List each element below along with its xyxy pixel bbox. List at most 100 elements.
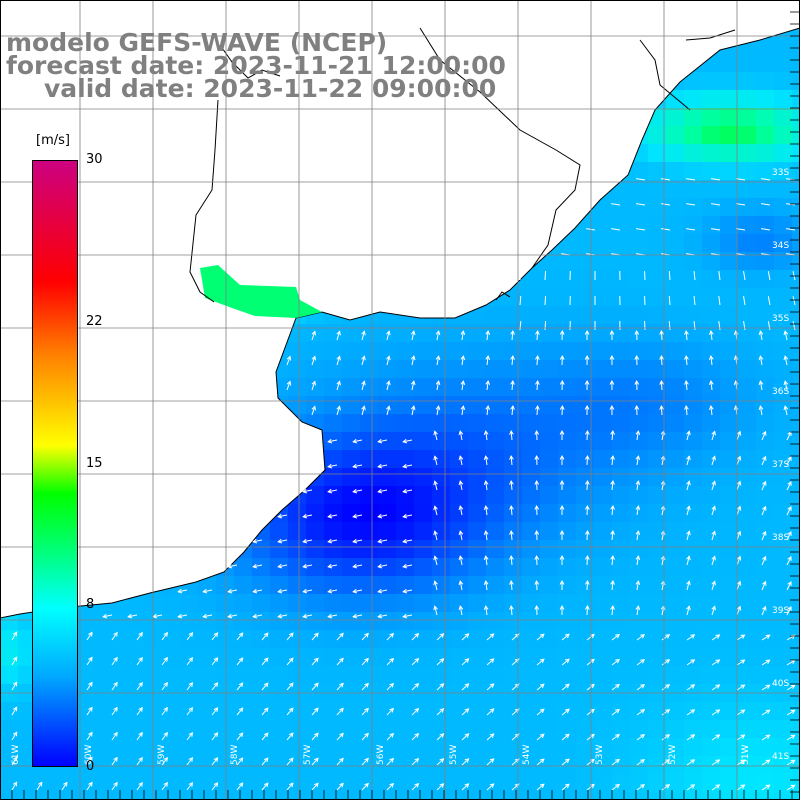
wind-arrow (361, 657, 369, 666)
wind-arrow (686, 659, 696, 666)
wind-arrow (386, 330, 391, 341)
wind-arrow (436, 758, 445, 766)
wind-arrow (186, 707, 194, 716)
wind-arrow (686, 684, 696, 691)
wind-arrow (711, 659, 721, 666)
wind-arrow (767, 271, 771, 281)
wind-arrow (227, 588, 238, 594)
longitude-label: 60W (84, 745, 94, 765)
wind-arrow (711, 555, 716, 566)
wind-arrow (458, 580, 464, 591)
wind-arrow (509, 530, 514, 541)
longitude-label: 57W (303, 745, 313, 765)
wind-arrow (336, 355, 341, 366)
wind-arrow (761, 203, 771, 206)
wind-arrow (686, 203, 696, 206)
wind-arrow (186, 732, 194, 741)
wind-arrow (435, 355, 441, 366)
wind-arrow (111, 781, 118, 791)
wind-arrow (668, 320, 671, 331)
wind-arrow (186, 757, 194, 766)
wind-arrow (261, 707, 269, 716)
wind-arrow (659, 379, 664, 391)
wind-arrow (661, 634, 671, 641)
wind-arrow (261, 632, 269, 641)
wind-arrow (377, 463, 388, 469)
wind-arrow (536, 633, 545, 641)
wind-arrow (534, 454, 540, 466)
wind-arrow (610, 605, 615, 616)
wind-arrow (636, 684, 646, 691)
wind-arrow (386, 657, 395, 666)
wind-arrow (559, 354, 565, 366)
wind-arrow (252, 613, 263, 619)
wind-arrow (433, 530, 438, 541)
wind-arrow (736, 734, 746, 741)
wind-arrow (177, 613, 188, 619)
wind-arrow (361, 757, 369, 766)
wind-arrow (544, 295, 547, 306)
wind-arrow (433, 555, 438, 566)
wind-arrow (761, 684, 771, 691)
wind-arrow (586, 228, 596, 231)
wind-arrow (758, 355, 764, 366)
wind-arrow (286, 782, 294, 791)
wind-arrow (509, 605, 514, 616)
wind-arrow (761, 634, 771, 641)
latitude-label: 40S (772, 679, 789, 689)
wind-arrow (11, 731, 18, 741)
wind-arrow (461, 633, 470, 641)
wind-arrow (433, 505, 438, 516)
wind-arrow (486, 783, 495, 791)
wind-arrow (610, 580, 615, 591)
wind-arrow (686, 709, 696, 716)
wind-arrow (559, 579, 565, 591)
wind-arrow (336, 757, 344, 766)
wind-arrow (461, 783, 470, 791)
wind-arrow (411, 657, 420, 666)
wind-arrow (711, 684, 721, 691)
wind-arrow (686, 178, 696, 181)
wind-arrow (186, 657, 194, 666)
wind-arrow (661, 228, 671, 231)
wind-arrow (736, 530, 742, 541)
wind-arrow (377, 588, 388, 594)
wind-arrow (718, 321, 721, 331)
wind-arrow (536, 783, 545, 791)
wind-arrow (611, 228, 621, 231)
wind-arrow (327, 488, 338, 494)
wind-arrow (361, 707, 369, 716)
wind-arrow (586, 733, 595, 741)
wind-arrow (286, 380, 292, 391)
wind-arrow (111, 731, 118, 741)
wind-arrow (711, 634, 721, 641)
wind-arrow (111, 681, 118, 691)
wind-arrow (635, 530, 641, 541)
wind-arrow (236, 757, 244, 766)
wind-arrow (636, 734, 646, 741)
wind-arrow (584, 379, 590, 391)
wind-arrow (286, 757, 294, 766)
wind-arrow (11, 681, 18, 691)
wind-arrow (410, 330, 416, 341)
wind-arrow (336, 632, 344, 641)
wind-arrow (736, 505, 742, 516)
wind-arrow (361, 330, 366, 341)
wind-arrow (586, 683, 595, 691)
wind-arrow (610, 505, 615, 516)
wind-arrow (584, 404, 590, 416)
wind-arrow (559, 604, 565, 616)
wind-arrow (559, 329, 565, 341)
wind-arrow (584, 579, 590, 591)
wind-arrow (634, 354, 640, 366)
wind-arrow (686, 480, 691, 491)
wind-arrow (236, 632, 244, 641)
wind-arrow (411, 632, 420, 641)
wind-arrow (761, 759, 771, 766)
wind-arrow (252, 538, 263, 544)
wind-arrow (402, 538, 413, 544)
wind-arrow (534, 504, 540, 516)
wind-arrow (711, 759, 721, 766)
wind-arrow (534, 554, 540, 566)
